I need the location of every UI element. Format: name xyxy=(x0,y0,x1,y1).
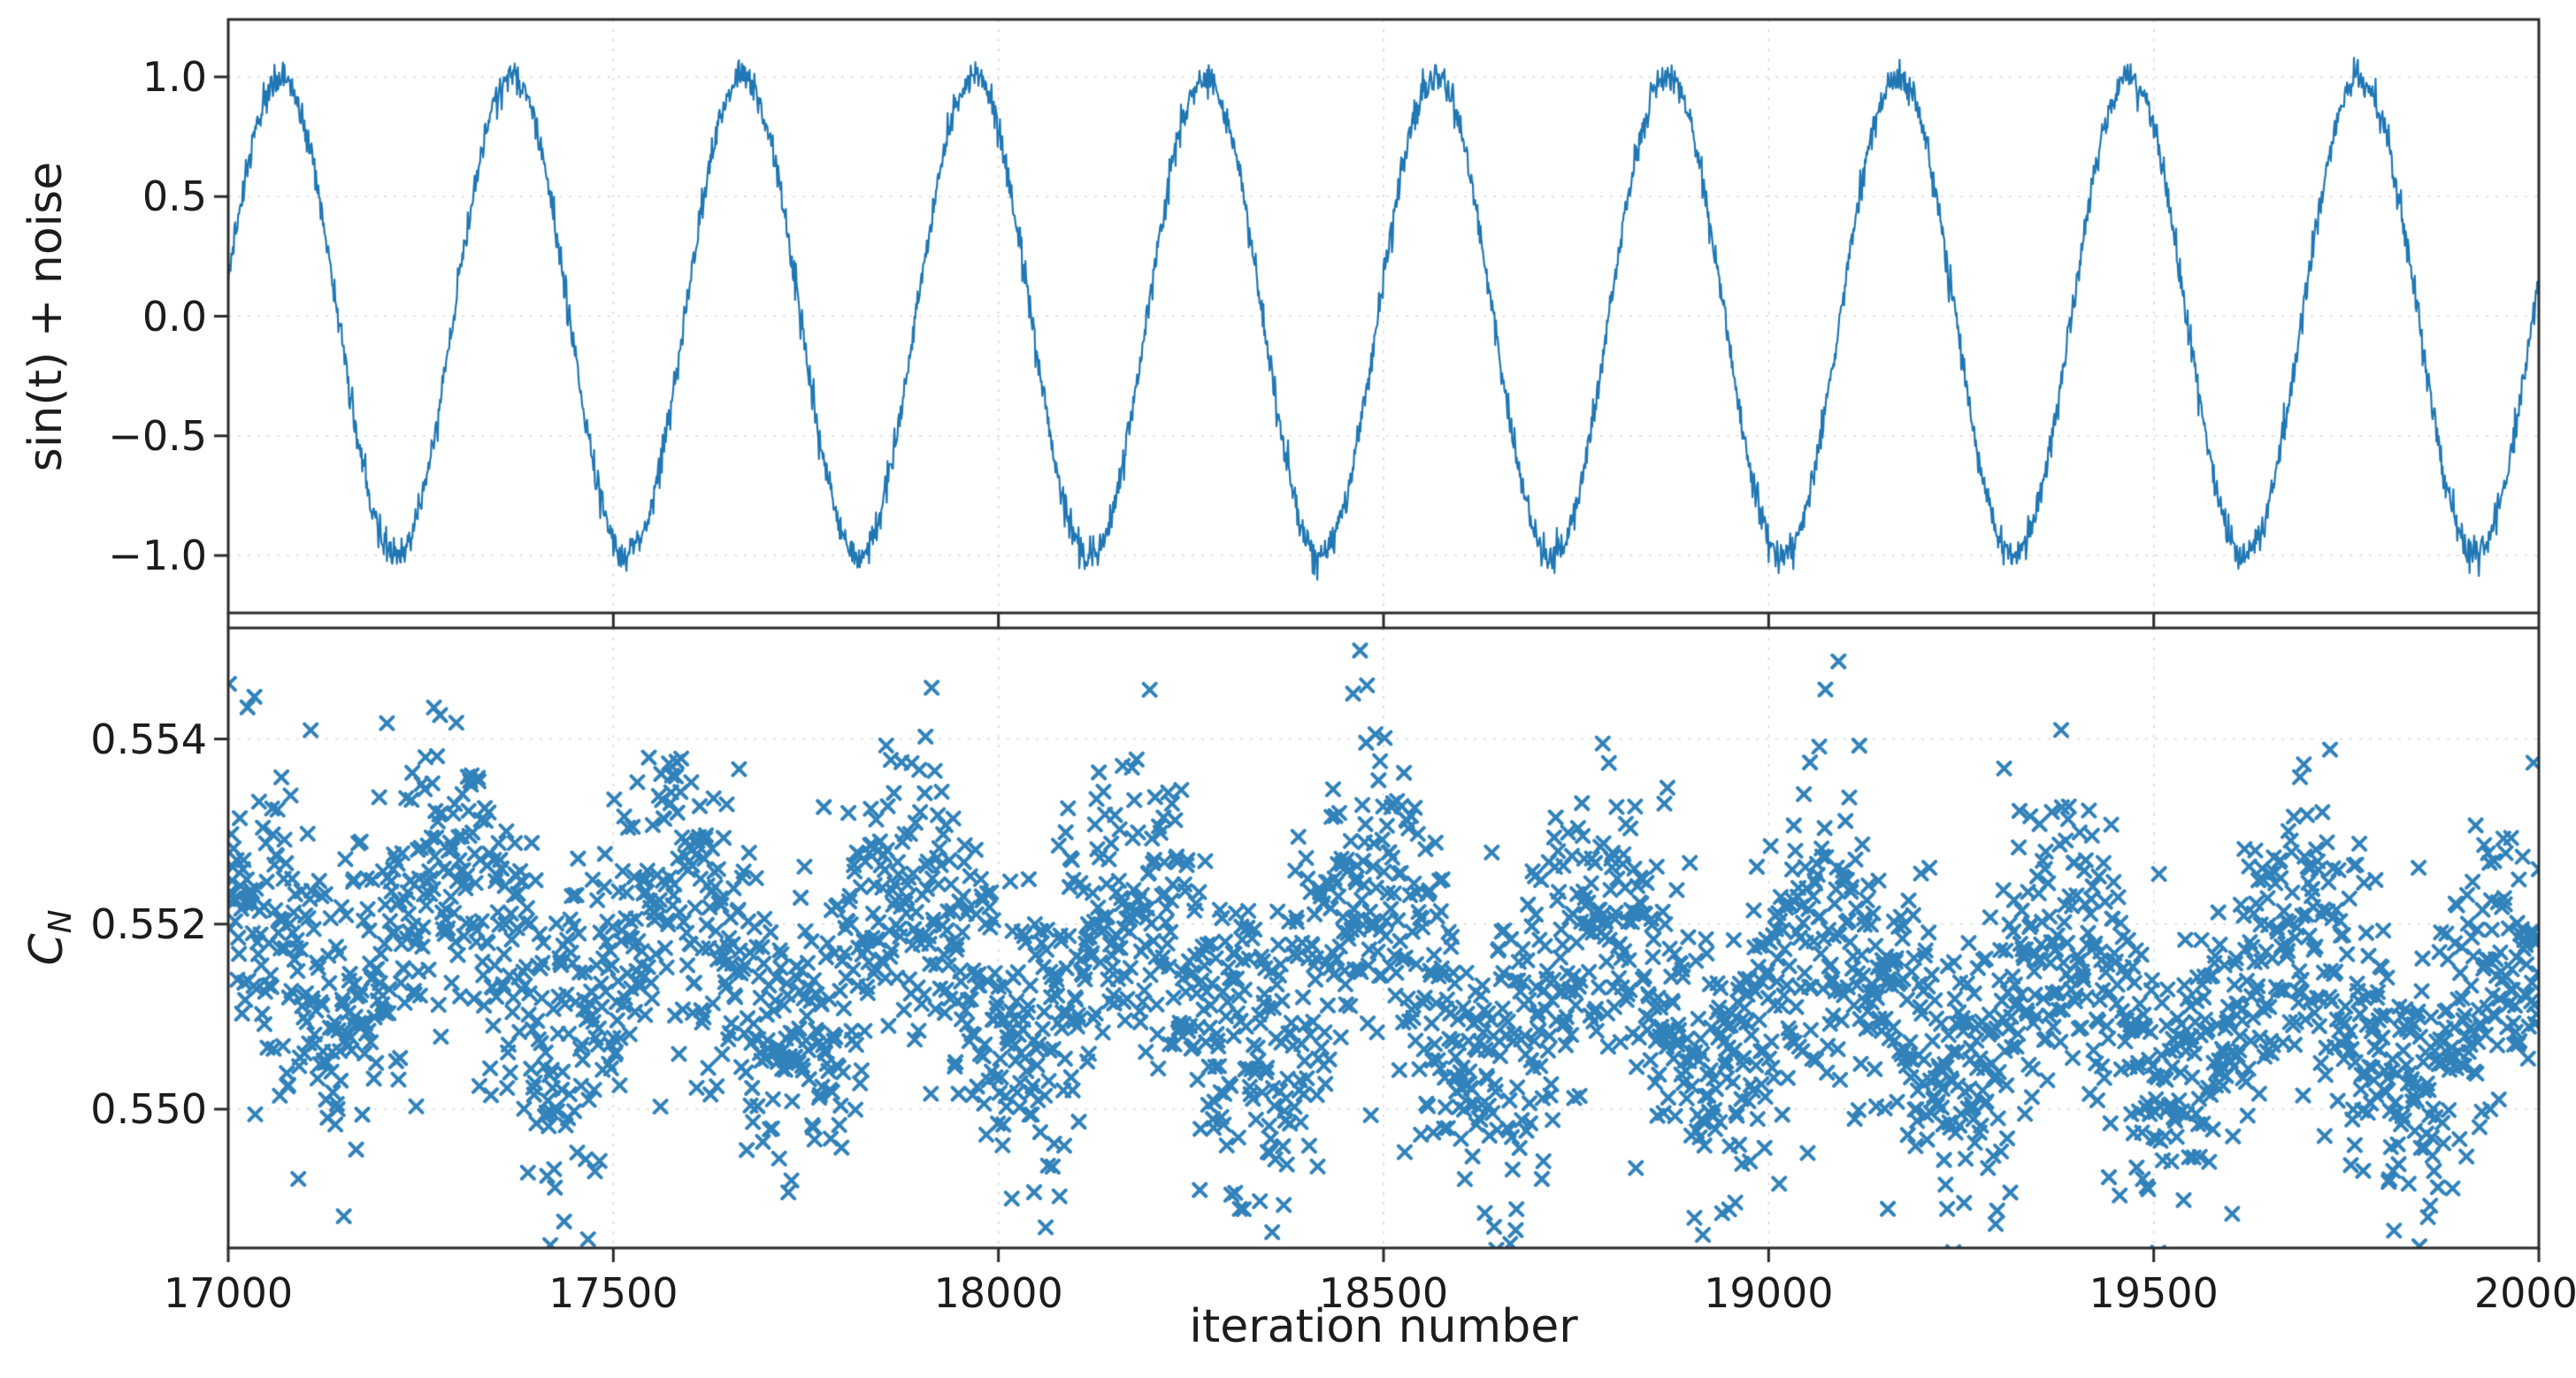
x-axis-label: iteration number xyxy=(1189,1300,1578,1353)
x-tick-label: 17000 xyxy=(163,1269,294,1317)
y-tick-label-bottom: 0.554 xyxy=(90,715,207,763)
y-tick-label-top: 1.0 xyxy=(142,52,207,101)
y-tick-label-top: −0.5 xyxy=(108,411,207,460)
x-tick-label: 18500 xyxy=(1318,1269,1449,1317)
x-tick-label: 19500 xyxy=(2089,1269,2219,1317)
y-tick-label-bottom: 0.550 xyxy=(90,1085,207,1134)
x-tick-label: 20000 xyxy=(2473,1269,2576,1317)
y-tick-label-top: 0.0 xyxy=(142,292,207,341)
y-tick-label-top: 0.5 xyxy=(142,172,207,221)
x-tick-label: 19000 xyxy=(1704,1269,1834,1317)
y-tick-label-bottom: 0.552 xyxy=(90,900,207,948)
y-tick-label-top: −1.0 xyxy=(108,532,207,580)
x-tick-label: 18000 xyxy=(933,1269,1063,1317)
x-tick-label: 17500 xyxy=(548,1269,678,1317)
